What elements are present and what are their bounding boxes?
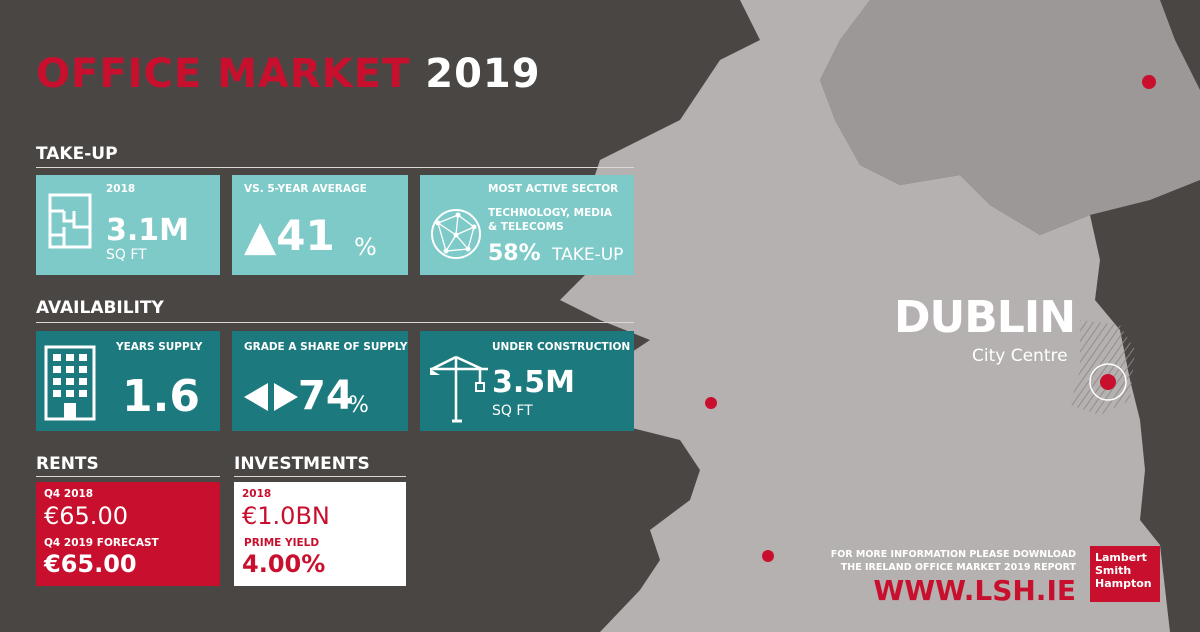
sector-unit: TAKE-UP bbox=[552, 245, 624, 265]
under-construction-caption: UNDER CONSTRUCTION bbox=[492, 341, 631, 353]
grade-a-share-tile: GRADE A SHARE OF SUPPLY 74 % bbox=[232, 331, 408, 431]
investments-tile: 2018 €1.0BN PRIME YIELD 4.00% bbox=[234, 482, 406, 586]
rents-value-forecast: €65.00 bbox=[44, 550, 137, 578]
logo-line2: Smith bbox=[1095, 564, 1132, 577]
rents-label-q4-2018: Q4 2018 bbox=[44, 488, 94, 500]
grade-a-value: 74 bbox=[298, 373, 354, 419]
rents-value-q4-2018: €65.00 bbox=[44, 502, 128, 530]
dublin-county-area bbox=[1070, 320, 1135, 415]
take-up-2018-unit: SQ FT bbox=[106, 247, 147, 263]
dublin-subtitle: City Centre bbox=[972, 346, 1068, 366]
sector-caption: MOST ACTIVE SECTOR bbox=[488, 183, 619, 195]
investments-divider bbox=[234, 476, 406, 477]
take-up-2018-tile: 2018 3.1M SQ FT bbox=[36, 175, 220, 275]
download-note-line1: FOR MORE INFORMATION PLEASE DOWNLOAD bbox=[830, 549, 1076, 560]
rents-label-forecast: Q4 2019 FORECAST bbox=[44, 537, 159, 549]
under-construction-value: 3.5M bbox=[492, 365, 575, 400]
prime-yield-value: 4.00% bbox=[242, 550, 326, 578]
website-link[interactable]: WWW.LSH.IE bbox=[873, 574, 1076, 607]
take-up-divider bbox=[36, 167, 634, 168]
availability-heading: AVAILABILITY bbox=[36, 298, 164, 318]
grade-a-unit: % bbox=[348, 393, 369, 418]
belfast-marker bbox=[1142, 75, 1156, 89]
building-icon bbox=[44, 345, 96, 421]
page-title: OFFICE MARKET 2019 bbox=[36, 50, 541, 98]
globe-network-icon bbox=[431, 209, 481, 259]
floorplan-icon bbox=[48, 193, 92, 249]
years-supply-tile: YEARS SUPPLY 1.6 bbox=[36, 331, 220, 431]
take-up-2018-caption: 2018 bbox=[106, 183, 136, 195]
rents-heading: RENTS bbox=[36, 454, 99, 474]
download-note: FOR MORE INFORMATION PLEASE DOWNLOAD THE… bbox=[831, 548, 1076, 574]
double-arrow-icon bbox=[244, 383, 298, 411]
sector-value: 58% bbox=[488, 241, 541, 266]
rents-divider bbox=[36, 476, 220, 477]
investments-value-2018: €1.0BN bbox=[242, 502, 330, 530]
dublin-label: DUBLIN bbox=[894, 292, 1076, 343]
years-supply-value: 1.6 bbox=[122, 371, 200, 422]
grade-a-caption: GRADE A SHARE OF SUPPLY bbox=[244, 341, 408, 353]
sector-name-line2: & TELECOMS bbox=[488, 221, 564, 233]
vs-average-unit: % bbox=[354, 233, 377, 261]
years-supply-caption: YEARS SUPPLY bbox=[116, 341, 203, 353]
limerick-marker bbox=[705, 397, 717, 409]
prime-yield-label: PRIME YIELD bbox=[244, 537, 320, 549]
rents-tile: Q4 2018 €65.00 Q4 2019 FORECAST €65.00 bbox=[36, 482, 220, 586]
investments-label-2018: 2018 bbox=[242, 488, 272, 500]
take-up-vs-average-tile: VS. 5-YEAR AVERAGE ▲41 % bbox=[232, 175, 408, 275]
take-up-2018-value: 3.1M bbox=[106, 213, 189, 248]
vs-average-caption: VS. 5-YEAR AVERAGE bbox=[244, 183, 367, 195]
dublin-marker bbox=[1100, 374, 1116, 390]
take-up-heading: TAKE-UP bbox=[36, 144, 118, 164]
vs-average-value: ▲41 bbox=[244, 211, 335, 260]
crane-icon bbox=[430, 355, 488, 423]
under-construction-tile: UNDER CONSTRUCTION 3.5M SQ FT bbox=[420, 331, 634, 431]
under-construction-unit: SQ FT bbox=[492, 403, 533, 419]
northern-ireland-landmass bbox=[820, 0, 1200, 235]
logo-line1: Lambert bbox=[1095, 551, 1147, 564]
sector-name-line1: TECHNOLOGY, MEDIA bbox=[488, 207, 613, 219]
most-active-sector-tile: MOST ACTIVE SECTOR TECHNOLOGY, MEDIA & T… bbox=[420, 175, 634, 275]
title-part2: 2019 bbox=[425, 51, 541, 97]
dublin-ring bbox=[1089, 363, 1127, 401]
title-part1: OFFICE MARKET bbox=[36, 51, 411, 97]
lsh-logo: Lambert Smith Hampton bbox=[1090, 546, 1160, 602]
cork-marker bbox=[762, 550, 774, 562]
availability-divider bbox=[36, 322, 634, 323]
download-note-line2: THE IRELAND OFFICE MARKET 2019 REPORT bbox=[840, 562, 1076, 573]
republic-of-ireland-landmass bbox=[560, 0, 1170, 632]
investments-heading: INVESTMENTS bbox=[234, 454, 370, 474]
logo-line3: Hampton bbox=[1095, 577, 1152, 590]
